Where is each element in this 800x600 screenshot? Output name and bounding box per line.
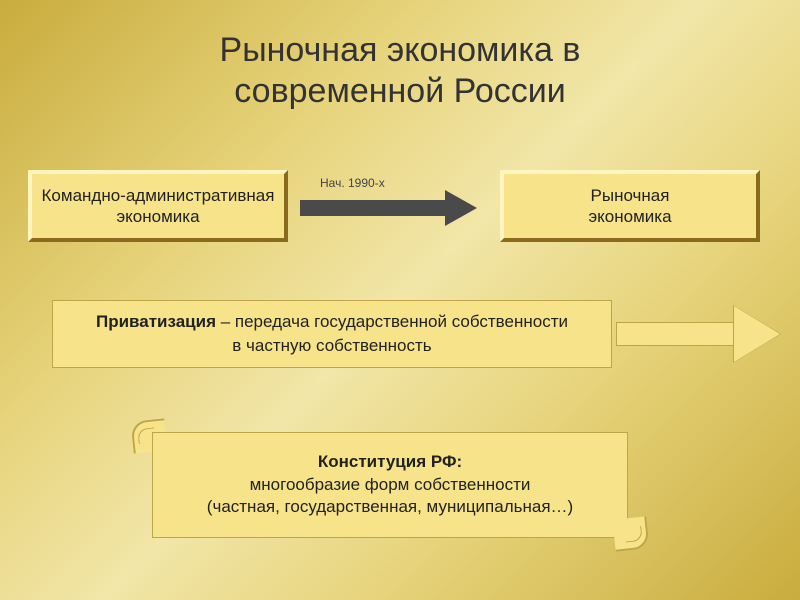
title-line-2: современной России: [234, 72, 565, 110]
constitution-title: Конституция РФ:: [318, 452, 462, 471]
transition-arrow-icon: [300, 194, 490, 222]
market-economy-box: Рыночная экономика: [500, 170, 760, 242]
market-economy-line2: экономика: [588, 207, 671, 226]
privatization-arrow-icon: [616, 308, 786, 360]
privatization-def-1: – передача государственной собственности: [216, 312, 568, 331]
privatization-box: Приватизация – передача государственной …: [52, 300, 612, 368]
title-line-1: Рыночная экономика в: [220, 31, 581, 69]
command-economy-box: Командно-административная экономика: [28, 170, 288, 242]
privatization-def-2: в частную собственность: [232, 336, 431, 355]
constitution-line3: (частная, государственная, муниципальная…: [207, 497, 573, 516]
constitution-body: Конституция РФ: многообразие форм собств…: [152, 432, 628, 538]
command-economy-line2: экономика: [116, 207, 199, 226]
command-economy-line1: Командно-административная: [42, 186, 275, 205]
slide-title: Рыночная экономика в современной России: [0, 0, 800, 112]
market-economy-line1: Рыночная: [591, 186, 670, 205]
constitution-line2: многообразие форм собственности: [250, 475, 531, 494]
transition-arrow-label: Нач. 1990-х: [320, 176, 385, 190]
privatization-term: Приватизация: [96, 312, 216, 331]
scroll-curl-icon: [612, 516, 649, 551]
constitution-scroll: Конституция РФ: многообразие форм собств…: [130, 420, 650, 550]
